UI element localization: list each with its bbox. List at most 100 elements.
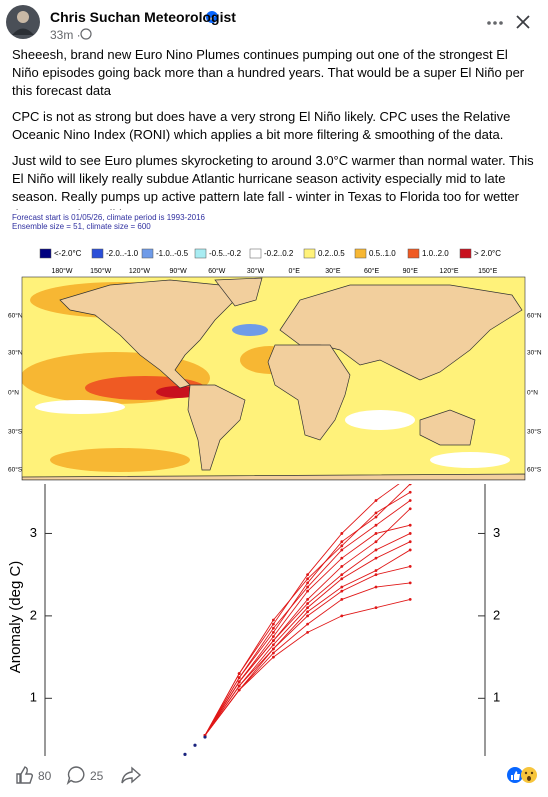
share-button[interactable] [120, 765, 142, 785]
ensemble-point [306, 622, 309, 626]
longitude-label: 30°E [325, 267, 341, 275]
ensemble-point [374, 556, 378, 560]
ensemble-point [272, 618, 275, 622]
close-button[interactable] [516, 15, 530, 29]
ensemble-point [374, 532, 378, 535]
ensemble-point [306, 573, 309, 577]
y-tick-label: 3 [493, 525, 500, 540]
ensemble-point [272, 626, 275, 630]
ensemble-point [340, 548, 344, 552]
comment-count: 25 [90, 769, 104, 783]
more-button[interactable] [487, 21, 503, 25]
ensemble-point [374, 499, 378, 502]
ensemble-point [408, 565, 412, 568]
map-frame [21, 276, 526, 481]
ensemble-point [237, 680, 241, 684]
y-axis-label: Anomaly (deg C) [7, 561, 24, 674]
ensemble-point [272, 635, 275, 638]
legend-swatch [459, 248, 472, 259]
ensemble-point [408, 597, 412, 601]
ensemble-point [306, 597, 309, 601]
ensemble-point [272, 647, 275, 651]
ensemble-point [408, 548, 412, 552]
ensemble-point [374, 585, 378, 589]
paragraph: CPC is not as strong but does have a ver… [12, 109, 511, 142]
ensemble-point [340, 556, 344, 560]
post-time[interactable]: 33m [50, 28, 74, 42]
ensemble-point [340, 565, 344, 568]
ensemble-point [340, 585, 344, 589]
observed-point [203, 735, 207, 739]
longitude-label: 60°E [364, 267, 380, 275]
ensemble-point [237, 688, 241, 692]
map-caption: Ensemble size = 51, climate size = 600 [12, 222, 151, 231]
longitude-label: 150°E [478, 267, 497, 275]
ensemble-point [306, 581, 309, 585]
ensemble-point [374, 573, 378, 577]
ensemble-point [408, 581, 412, 585]
ensemble-point [408, 484, 412, 486]
ensemble-point [272, 643, 275, 647]
latitude-label: 60°N [527, 312, 542, 320]
legend-label: -2.0..-1.0 [106, 249, 139, 258]
ensemble-point [306, 630, 309, 634]
legend-label: 0.2..0.5 [318, 249, 345, 258]
observed-point [183, 752, 187, 756]
legend-label: -0.5..-0.2 [209, 249, 242, 258]
verified-check [208, 14, 216, 21]
ensemble-point [374, 515, 378, 519]
ensemble-point [374, 606, 378, 610]
ensemble-point [408, 490, 412, 494]
reaction-icons [507, 767, 537, 783]
globe-icon [80, 28, 92, 40]
legend-swatch [354, 248, 367, 259]
like-count: 80 [38, 769, 52, 783]
latitude-label: 0°N [8, 389, 19, 397]
ensemble-point [237, 676, 241, 680]
y-tick-label: 1 [493, 690, 500, 705]
longitude-label: 0°E [289, 267, 301, 275]
ensemble-point [340, 577, 344, 581]
sst-map [22, 277, 525, 480]
plume-chart: 1 1 2 2 3 3 [30, 484, 500, 756]
ensemble-point [408, 532, 412, 535]
map-legend: <-2.0°C -2.0..-1.0 -1.0..-0.5 -0.5..-0.2 -0.… [39, 248, 501, 259]
ensemble-point [306, 585, 309, 589]
latitude-label: 60°N [8, 312, 23, 320]
ensemble-point [408, 540, 412, 544]
legend-label: -1.0..-0.5 [156, 249, 189, 258]
legend-label: <-2.0°C [54, 249, 82, 258]
map-caption: Forecast start is 01/05/26, climate peri… [12, 213, 206, 222]
ensemble-point [374, 548, 378, 552]
ensemble-point [272, 639, 275, 643]
legend-label: > 2.0°C [474, 249, 501, 258]
post-meta: 33m · [50, 28, 81, 42]
like-button[interactable] [14, 765, 36, 785]
longitude-label: 90°W [169, 267, 187, 275]
longitude-labels: 180°W 150°W 120°W 90°W 60°W 30°W 0°E 30°E 60°E 90… [51, 267, 497, 275]
ensemble-point [237, 672, 241, 675]
latitude-label: 0°N [527, 389, 538, 397]
observed-point [193, 743, 197, 747]
paragraph: Sheeesh, brand new Euro Nino Plumes cont… [12, 47, 525, 98]
legend-label: 0.5..1.0 [369, 249, 396, 258]
latitude-label: 60°S [527, 466, 542, 474]
ensemble-point [306, 602, 309, 605]
latitude-label: 60°S [8, 466, 23, 474]
longitude-label: 180°W [51, 267, 72, 275]
y-tick-label: 2 [30, 607, 37, 622]
comment-button[interactable] [66, 765, 88, 785]
longitude-label: 90°E [403, 267, 419, 275]
legend-swatch [91, 248, 104, 259]
latitude-label: 30°N [527, 349, 542, 357]
longitude-label: 150°W [90, 267, 111, 275]
legend-swatch [141, 248, 154, 259]
ensemble-point [340, 532, 344, 535]
ensemble-point [306, 577, 309, 581]
legend-swatch [407, 248, 420, 259]
legend-swatch [194, 248, 207, 259]
ensemble-point [237, 684, 241, 688]
reaction-bar: 80 25 [0, 757, 548, 797]
author-name[interactable]: Chris Suchan Meteorologist [50, 9, 236, 25]
ensemble-point [272, 630, 275, 634]
